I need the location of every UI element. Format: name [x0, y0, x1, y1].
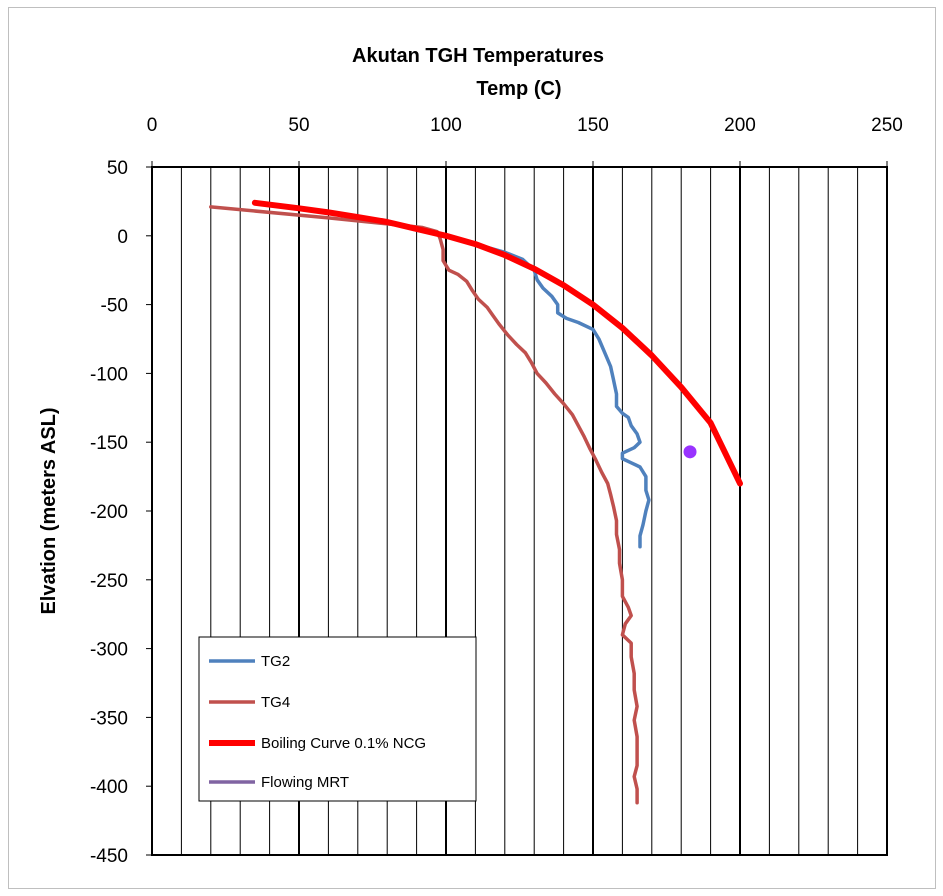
y-tick-label-0: 0	[117, 227, 128, 248]
series-line-tg4	[209, 205, 639, 805]
y-tick-label-50: 50	[107, 158, 128, 179]
chart-title: Akutan TGH Temperatures	[352, 45, 604, 67]
x-axis-title: Temp (C)	[476, 78, 561, 100]
y-tick-label--150: -150	[90, 433, 128, 454]
y-tick-label--350: -350	[90, 708, 128, 729]
plot-border	[151, 166, 888, 856]
y-tick-label--100: -100	[90, 364, 128, 385]
legend-label-tg2: TG2	[261, 653, 290, 670]
series-line-tg2	[444, 234, 651, 549]
legend-label-boiling-curve-0-1-ncg: Boiling Curve 0.1% NCG	[261, 735, 426, 752]
y-axis-title: Elvation (meters ASL)	[38, 407, 60, 614]
data-point-flowing-mrt	[683, 445, 697, 459]
y-tick-labels: 50 0 -50 -100 -150 -200 -250 -300 -350 -400 -450	[90, 158, 128, 867]
legend-box	[198, 636, 477, 802]
x-tick-label-50: 50	[288, 115, 309, 136]
y-tick-label--250: -250	[90, 571, 128, 592]
legend: TG2 TG4 Boiling Curve 0.1% NCG Flowing MRT	[198, 636, 477, 802]
x-tick-labels: 0 50 100 150 200 250	[147, 115, 903, 136]
legend-label-flowing-mrt: Flowing MRT	[261, 774, 349, 791]
legend-items: TG2 TG4 Boiling Curve 0.1% NCG Flowing MRT	[209, 653, 426, 791]
y-tick-label--400: -400	[90, 777, 128, 798]
x-tick-label-0: 0	[147, 115, 158, 136]
y-tick-label--200: -200	[90, 502, 128, 523]
x-tick-label-100: 100	[430, 115, 462, 136]
y-tick-label--300: -300	[90, 640, 128, 661]
x-tick-label-200: 200	[724, 115, 756, 136]
x-tick-label-150: 150	[577, 115, 609, 136]
y-tick-label--50: -50	[101, 296, 128, 317]
x-tick-label-250: 250	[871, 115, 903, 136]
y-tick-label--450: -450	[90, 846, 128, 867]
series-line-boiling-curve-0-1-ncg	[251, 199, 743, 487]
series-layer	[209, 199, 743, 805]
legend-label-tg4: TG4	[261, 694, 290, 711]
